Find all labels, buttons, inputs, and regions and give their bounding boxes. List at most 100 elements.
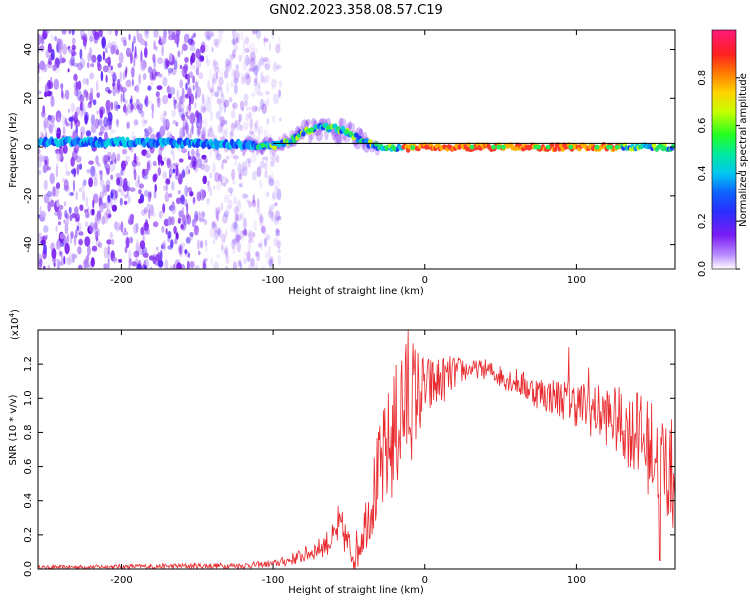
noise-speckle xyxy=(89,92,94,104)
noise-speckle xyxy=(103,263,109,269)
noise-speckle xyxy=(153,30,159,38)
noise-speckle xyxy=(223,194,230,204)
noise-speckle xyxy=(136,33,143,43)
noise-speckle xyxy=(70,102,76,113)
noise-speckle xyxy=(193,213,199,223)
noise-speckle xyxy=(182,118,188,130)
noise-speckle xyxy=(167,245,173,250)
noise-speckle xyxy=(157,154,161,167)
noise-speckle xyxy=(131,41,134,53)
noise-speckle xyxy=(116,119,119,128)
noise-speckle xyxy=(86,78,89,86)
band-peak xyxy=(326,125,331,130)
noise-speckle xyxy=(210,257,213,266)
noise-speckle xyxy=(246,232,250,237)
noise-speckle xyxy=(196,126,201,138)
noise-speckle xyxy=(136,98,140,107)
noise-speckle xyxy=(200,126,207,138)
noise-speckle xyxy=(149,191,152,199)
noise-speckle xyxy=(231,238,236,250)
noise-speckle xyxy=(107,30,113,36)
noise-speckle xyxy=(232,238,239,245)
noise-speckle xyxy=(151,109,154,119)
noise-speckle xyxy=(48,123,54,135)
noise-speckle xyxy=(223,99,230,108)
noise-speckle xyxy=(64,209,68,219)
noise-speckle xyxy=(110,45,116,53)
noise-speckle xyxy=(151,74,156,82)
noise-speckle xyxy=(196,120,199,129)
noise-speckle xyxy=(62,144,68,154)
noise-speckle xyxy=(249,51,256,62)
noise-speckle xyxy=(209,172,213,179)
noise-speckle xyxy=(248,200,252,208)
noise-speckle xyxy=(89,221,95,234)
noise-speckle xyxy=(133,223,139,235)
noise-speckle xyxy=(160,249,163,261)
noise-speckle xyxy=(233,124,237,131)
noise-speckle xyxy=(204,164,211,173)
noise-speckle xyxy=(129,98,133,104)
noise-speckle xyxy=(41,132,45,139)
noise-speckle xyxy=(238,113,242,123)
noise-speckle xyxy=(56,132,61,139)
noise-speckle xyxy=(138,198,142,204)
noise-speckle xyxy=(192,32,197,38)
noise-speckle xyxy=(165,183,168,192)
noise-speckle xyxy=(277,218,282,223)
noise-speckle xyxy=(236,37,239,44)
noise-speckle xyxy=(64,213,70,219)
noise-speckle xyxy=(112,73,117,83)
noise-speckle xyxy=(123,97,126,103)
noise-speckle xyxy=(71,51,77,57)
noise-speckle xyxy=(146,161,150,171)
noise-speckle xyxy=(241,50,245,60)
noise-speckle xyxy=(158,73,163,78)
noise-speckle xyxy=(175,30,181,37)
snr-scale-exponent: 4 xyxy=(8,312,16,317)
noise-speckle xyxy=(237,260,241,268)
snr-x-tick-label: 100 xyxy=(567,575,586,586)
noise-speckle xyxy=(267,174,272,183)
noise-speckle xyxy=(69,237,72,245)
band-peak xyxy=(568,144,574,150)
noise-speckle xyxy=(84,264,90,268)
noise-speckle xyxy=(103,45,109,50)
noise-speckle xyxy=(42,30,48,40)
noise-speckle xyxy=(65,170,71,176)
noise-speckle xyxy=(212,59,217,70)
noise-speckle xyxy=(110,190,116,201)
colorbar-tick-label: 0.0 xyxy=(697,261,708,277)
noise-speckle xyxy=(167,30,172,36)
noise-speckle xyxy=(207,80,211,90)
noise-speckle xyxy=(48,60,52,65)
noise-speckle xyxy=(242,166,248,177)
noise-speckle xyxy=(99,204,104,213)
noise-speckle xyxy=(157,259,164,268)
noise-speckle xyxy=(78,187,83,193)
noise-speckle xyxy=(263,128,268,138)
noise-speckle xyxy=(167,67,174,74)
noise-speckle xyxy=(148,207,151,220)
noise-speckle xyxy=(116,103,119,112)
noise-speckle xyxy=(202,99,207,111)
noise-speckle xyxy=(104,57,110,64)
noise-speckle xyxy=(162,94,169,105)
noise-speckle xyxy=(107,42,112,49)
noise-speckle xyxy=(47,43,52,53)
noise-speckle xyxy=(190,231,194,241)
noise-speckle xyxy=(38,156,42,168)
noise-speckle xyxy=(104,184,109,193)
noise-speckle xyxy=(250,260,256,269)
noise-speckle xyxy=(201,127,206,140)
noise-speckle xyxy=(100,70,104,82)
noise-speckle xyxy=(229,192,233,197)
band-peak xyxy=(344,129,349,135)
noise-speckle xyxy=(192,196,196,203)
noise-speckle xyxy=(269,256,274,264)
noise-speckle xyxy=(76,222,82,233)
noise-speckle xyxy=(163,117,166,129)
noise-speckle xyxy=(58,44,61,54)
noise-speckle xyxy=(117,188,122,193)
noise-speckle xyxy=(188,103,192,112)
